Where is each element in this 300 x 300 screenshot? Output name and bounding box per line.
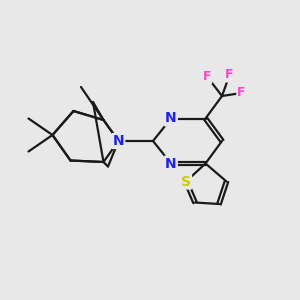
Text: N: N [165, 112, 177, 125]
Text: N: N [113, 134, 124, 148]
Text: F: F [225, 68, 234, 82]
Text: S: S [181, 175, 191, 188]
Text: N: N [165, 157, 177, 170]
Text: F: F [237, 86, 246, 100]
Text: F: F [203, 70, 211, 83]
